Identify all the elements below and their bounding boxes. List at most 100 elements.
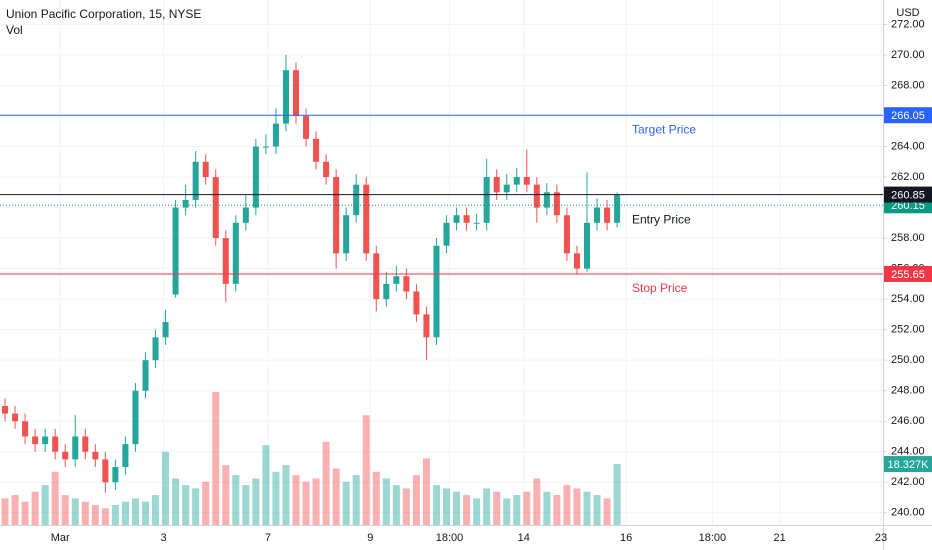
- volume-bar: [463, 495, 471, 525]
- candle-body: [42, 436, 49, 445]
- candle-body: [483, 177, 490, 223]
- x-tick-label: 18:00: [436, 532, 464, 544]
- volume-bar: [192, 488, 200, 525]
- candle-body: [232, 222, 239, 284]
- level-label: Target Price: [632, 122, 696, 136]
- candle-body: [112, 467, 119, 483]
- volume-bar: [111, 505, 119, 525]
- volume-badge: [884, 456, 932, 473]
- volume-bar: [302, 481, 310, 525]
- candle-body: [604, 207, 611, 223]
- volume-bar: [613, 464, 621, 525]
- price-badge-label: 255.65: [891, 269, 925, 281]
- volume-bar: [322, 441, 330, 525]
- volume-bar: [332, 468, 340, 525]
- volume-bar: [61, 495, 69, 525]
- y-tick-label: 250.00: [891, 354, 925, 366]
- volume-bar: [272, 471, 280, 525]
- volume-bar: [91, 505, 99, 525]
- x-tick-label: 3: [160, 532, 166, 544]
- candle-body: [323, 161, 330, 178]
- volume-bar: [252, 478, 260, 525]
- volume-bar: [402, 488, 410, 525]
- x-tick-label: 14: [518, 532, 530, 544]
- candle-body: [403, 276, 410, 292]
- y-tick-label: 272.00: [891, 18, 925, 30]
- candle-body: [92, 451, 99, 460]
- level-label: Entry Price: [632, 212, 691, 226]
- price-badge: [884, 107, 932, 124]
- volume-bar: [242, 485, 250, 525]
- price-badge: [884, 265, 932, 282]
- candle-body: [333, 177, 340, 254]
- candle-body: [543, 192, 550, 208]
- y-tick-label: 262.00: [891, 171, 925, 183]
- candle-body: [152, 337, 159, 361]
- y-tick-label: 264.00: [891, 140, 925, 152]
- candle-body: [22, 421, 29, 437]
- y-tick-label: 258.00: [891, 232, 925, 244]
- y-tick-label: 268.00: [891, 79, 925, 91]
- volume-bar: [473, 498, 481, 525]
- volume-bar: [212, 392, 220, 525]
- candle-body: [132, 390, 139, 445]
- volume-bar: [523, 491, 531, 525]
- volume-badge-label: 18.327K: [888, 459, 930, 471]
- volume-bar: [372, 471, 380, 525]
- candle-body: [172, 207, 179, 295]
- candle-body: [242, 207, 249, 223]
- volume-bar: [71, 498, 79, 525]
- candle-body: [12, 413, 19, 422]
- x-tick-label: 16: [620, 532, 632, 544]
- volume-bar: [362, 415, 370, 525]
- volume-bar: [583, 491, 591, 525]
- volume-bar: [202, 481, 210, 525]
- volume-bar: [121, 501, 129, 525]
- volume-bar: [222, 465, 230, 525]
- volume-bar: [553, 495, 561, 525]
- volume-bar: [573, 488, 581, 525]
- candle-body: [533, 184, 540, 208]
- candle-body: [413, 291, 420, 315]
- volume-bar: [603, 498, 611, 525]
- candle-body: [523, 177, 530, 185]
- candle-body: [583, 222, 591, 269]
- candle-body: [212, 177, 219, 239]
- x-tick-label: 7: [265, 532, 271, 544]
- volume-bar: [443, 488, 451, 525]
- candle-body: [383, 283, 390, 300]
- candle-body: [463, 215, 470, 223]
- candle-body: [102, 459, 109, 483]
- volume-bar: [382, 478, 390, 525]
- currency-label: USD: [896, 7, 919, 19]
- volume-bar: [182, 485, 190, 525]
- candle-body: [303, 115, 310, 139]
- volume-bar: [342, 481, 350, 525]
- volume-bar: [563, 485, 571, 525]
- volume-bar: [262, 445, 270, 525]
- candle-body: [353, 184, 360, 216]
- x-tick-label: 21: [774, 532, 786, 544]
- volume-bar: [543, 491, 551, 525]
- x-tick-label: 23: [875, 532, 887, 544]
- candle-body: [563, 215, 570, 254]
- candle-body: [62, 451, 69, 460]
- volume-bar: [232, 475, 240, 525]
- candle-body: [573, 253, 580, 269]
- volume-legend: Vol: [6, 23, 23, 37]
- volume-bar: [101, 508, 109, 525]
- volume-bar: [292, 475, 300, 525]
- candle-body: [313, 138, 320, 162]
- volume-bar: [422, 458, 430, 525]
- y-tick-label: 244.00: [891, 446, 925, 458]
- volume-bar: [152, 495, 160, 525]
- volume-bar: [432, 485, 440, 525]
- candle-body: [162, 322, 169, 338]
- volume-bar: [51, 471, 59, 525]
- volume-bar: [493, 491, 501, 525]
- price-badge-label: 260.15: [891, 200, 925, 212]
- y-tick-label: 246.00: [891, 415, 925, 427]
- volume-bar: [141, 501, 150, 525]
- x-tick-label: 18:00: [699, 532, 727, 544]
